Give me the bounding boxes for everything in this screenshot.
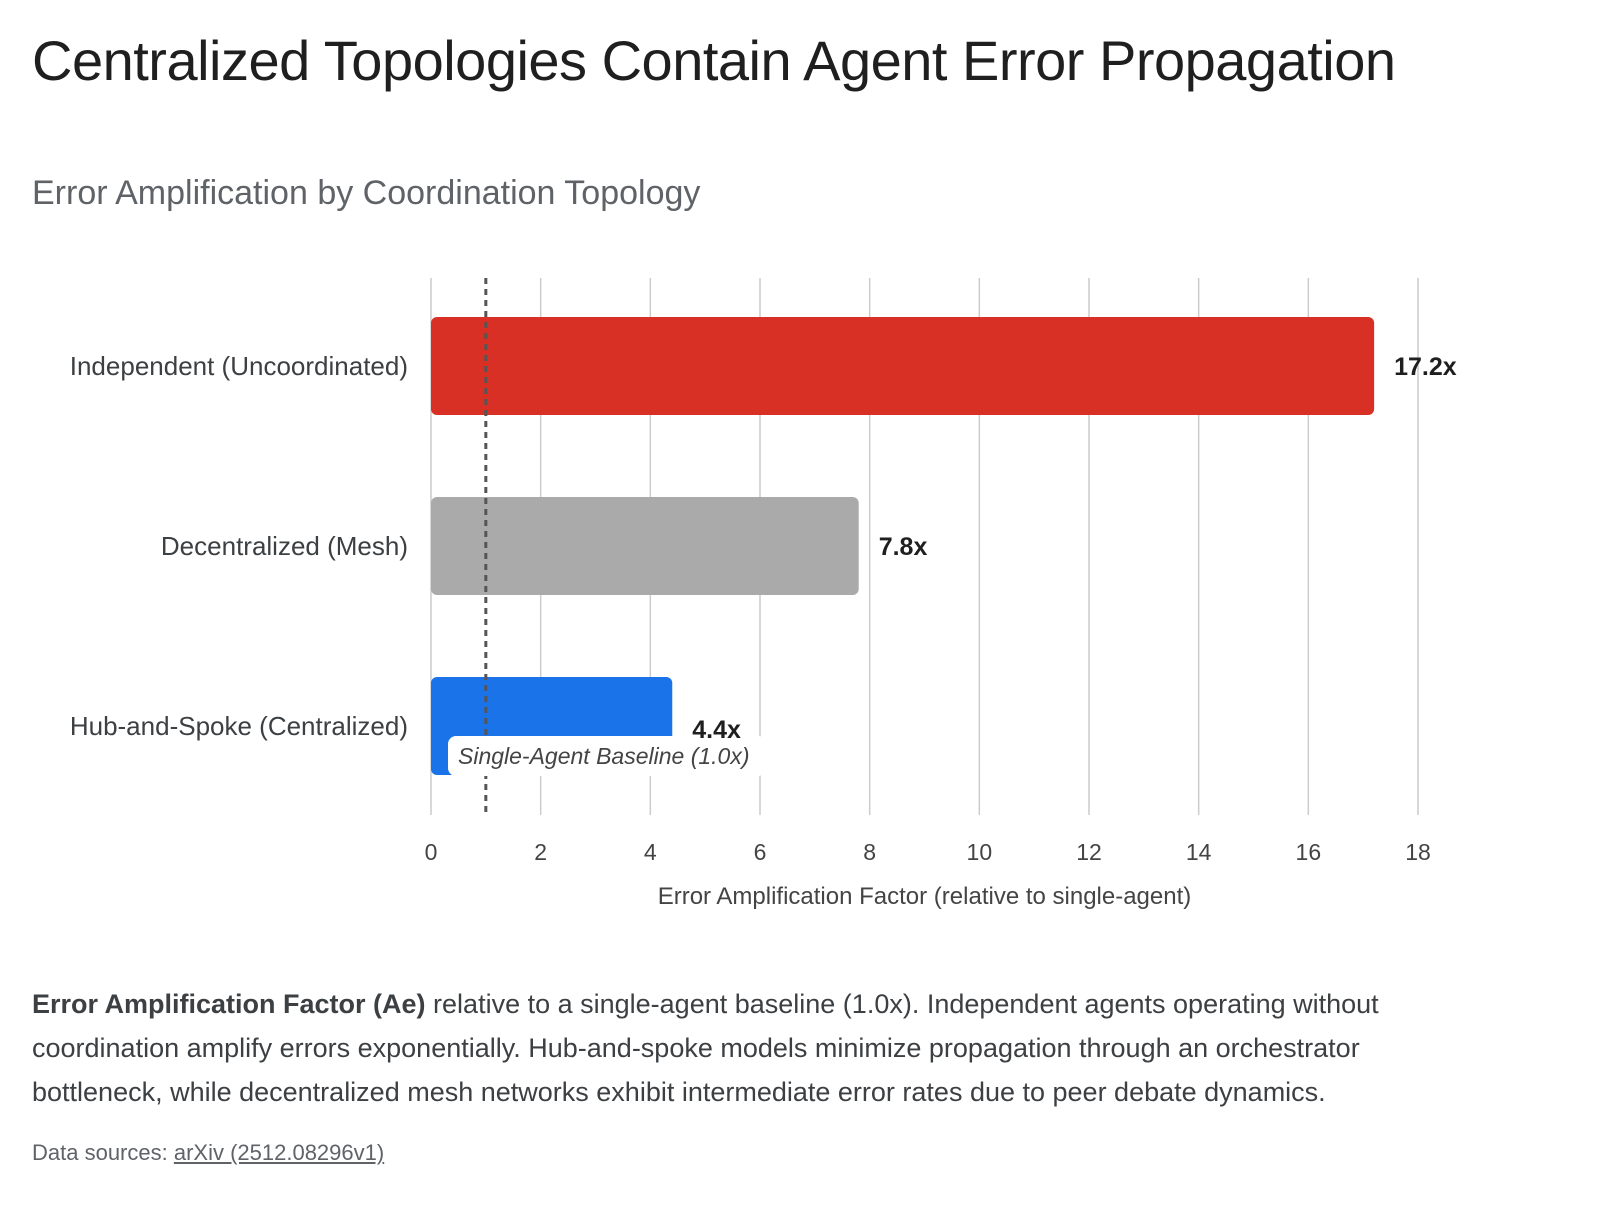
- category-label: Hub-and-Spoke (Centralized): [70, 711, 408, 741]
- bars: [431, 317, 1375, 775]
- x-tick-label: 10: [967, 839, 993, 865]
- x-axis-title: Error Amplification Factor (relative to …: [658, 883, 1192, 910]
- x-tick-label: 0: [425, 839, 438, 865]
- value-label: 7.8x: [879, 533, 928, 561]
- page-title: Centralized Topologies Contain Agent Err…: [32, 29, 1396, 92]
- x-tick-label: 4: [644, 839, 657, 865]
- data-sources: Data sources: arXiv (2512.08296v1): [32, 1140, 384, 1166]
- value-label: 4.4x: [692, 716, 741, 744]
- bar-chart: Single-Agent Baseline (1.0x) 0 2 4 6 8 10 12 14…: [70, 278, 1457, 910]
- x-tick-label: 12: [1076, 839, 1102, 865]
- caption-text: relative to a single-agent baseline (1.0…: [32, 989, 1379, 1107]
- sources-prefix: Data sources:: [32, 1140, 174, 1165]
- baseline-label: Single-Agent Baseline (1.0x): [458, 743, 750, 769]
- baseline-reference: Single-Agent Baseline (1.0x): [448, 278, 766, 815]
- x-tick-label: 6: [754, 839, 767, 865]
- caption-bold: Error Amplification Factor (Ae): [32, 989, 426, 1019]
- x-tick-label: 16: [1296, 839, 1322, 865]
- labels: 0 2 4 6 8 10 12 14 16 18 Independent (Uncoordinate…: [70, 351, 1457, 910]
- category-label: Decentralized (Mesh): [161, 531, 408, 561]
- category-label: Independent (Uncoordinated): [70, 351, 408, 381]
- x-tick-label: 14: [1186, 839, 1212, 865]
- x-tick-label: 18: [1405, 839, 1431, 865]
- bar[interactable]: [431, 317, 1375, 415]
- bar[interactable]: [431, 497, 859, 595]
- baseline-label-box: [448, 736, 766, 776]
- value-label: 17.2x: [1394, 353, 1457, 381]
- chart-title: Error Amplification by Coordination Topo…: [32, 174, 701, 212]
- chart-caption: Error Amplification Factor (Ae) relative…: [32, 982, 1472, 1114]
- source-link[interactable]: arXiv (2512.08296v1): [173, 1140, 385, 1165]
- x-tick-label: 8: [863, 839, 876, 865]
- x-tick-label: 2: [534, 839, 547, 865]
